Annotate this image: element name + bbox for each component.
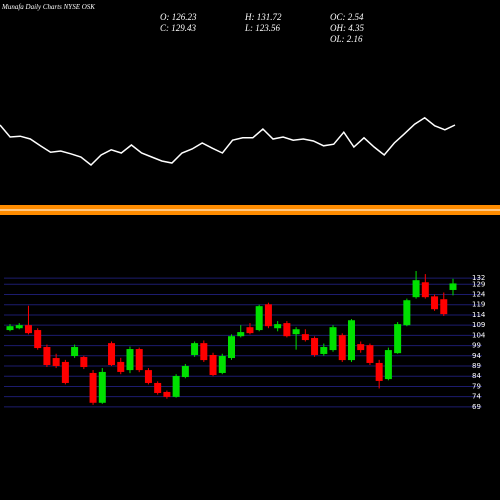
candle-body: [320, 347, 328, 354]
candle-body: [449, 283, 457, 290]
y-tick-label: 89: [472, 362, 481, 370]
candle-body: [61, 361, 69, 383]
candle-body: [301, 334, 309, 341]
candle-body: [154, 382, 162, 393]
candle-body: [200, 343, 208, 361]
candle-body: [255, 306, 263, 331]
candle-body: [292, 329, 300, 335]
y-tick-label: 119: [472, 301, 485, 309]
candle-body: [6, 326, 14, 331]
y-tick-label: 79: [472, 382, 481, 390]
candle-body: [431, 296, 439, 310]
ohlc-stat: OH: 4.35: [330, 23, 364, 33]
candle-body: [338, 335, 346, 361]
candle-body: [375, 362, 383, 381]
candle-body: [366, 345, 374, 363]
candle-body: [71, 347, 79, 357]
candle-body: [209, 354, 217, 376]
candle-body: [421, 282, 429, 298]
candle-body: [403, 300, 411, 326]
ohlc-stat: L: 123.56: [244, 23, 281, 33]
candle-body: [181, 366, 189, 378]
candle-body: [144, 370, 152, 383]
candle-body: [228, 336, 235, 359]
candle-body: [172, 376, 180, 397]
y-tick-label: 69: [472, 403, 481, 411]
candle-body: [384, 350, 392, 380]
candle-body: [163, 391, 171, 397]
candle-body: [412, 280, 420, 298]
candle-body: [108, 343, 116, 365]
candle-body: [24, 325, 32, 334]
y-tick-label: 132: [472, 274, 485, 282]
y-tick-label: 94: [472, 352, 481, 360]
candle-body: [329, 327, 337, 351]
candle-body: [34, 330, 42, 349]
candle-body: [52, 358, 60, 367]
candle-body: [440, 299, 448, 315]
candle-body: [126, 349, 134, 371]
candle-body: [264, 304, 272, 327]
ohlc-stat: OC: 2.54: [330, 12, 364, 22]
candle-body: [191, 343, 199, 355]
candle-body: [283, 323, 291, 337]
candle-body: [357, 344, 365, 351]
candle-body: [394, 324, 402, 354]
ohlc-stat: C: 129.43: [160, 23, 197, 33]
y-tick-label: 104: [472, 331, 486, 339]
candle-body: [89, 372, 97, 403]
y-tick-label: 114: [472, 311, 486, 319]
y-tick-label: 124: [472, 291, 486, 299]
y-tick-label: 84: [472, 372, 481, 380]
y-tick-label: 74: [472, 393, 481, 401]
y-tick-label: 129: [472, 280, 485, 288]
indicator-line: [0, 116, 456, 167]
ohlc-stat: H: 131.72: [244, 12, 282, 22]
candle-body: [15, 325, 23, 329]
candle-body: [347, 320, 355, 361]
candle-body: [135, 349, 143, 371]
candle-body: [117, 361, 125, 372]
candle-body: [43, 347, 51, 365]
candle-body: [80, 357, 88, 368]
candle-body: [237, 332, 245, 337]
candle-body: [311, 338, 319, 355]
candle-body: [274, 324, 282, 329]
candle-body: [98, 371, 106, 403]
y-tick-label: 109: [472, 321, 485, 329]
ohlc-stat: OL: 2.16: [330, 34, 363, 44]
chart-title: Munafa Daily Charts NYSE OSK: [1, 3, 95, 11]
y-tick-label: 99: [472, 342, 481, 350]
candle-body: [218, 356, 226, 373]
ohlc-stat: O: 126.23: [160, 12, 197, 22]
candle-body: [246, 327, 254, 334]
